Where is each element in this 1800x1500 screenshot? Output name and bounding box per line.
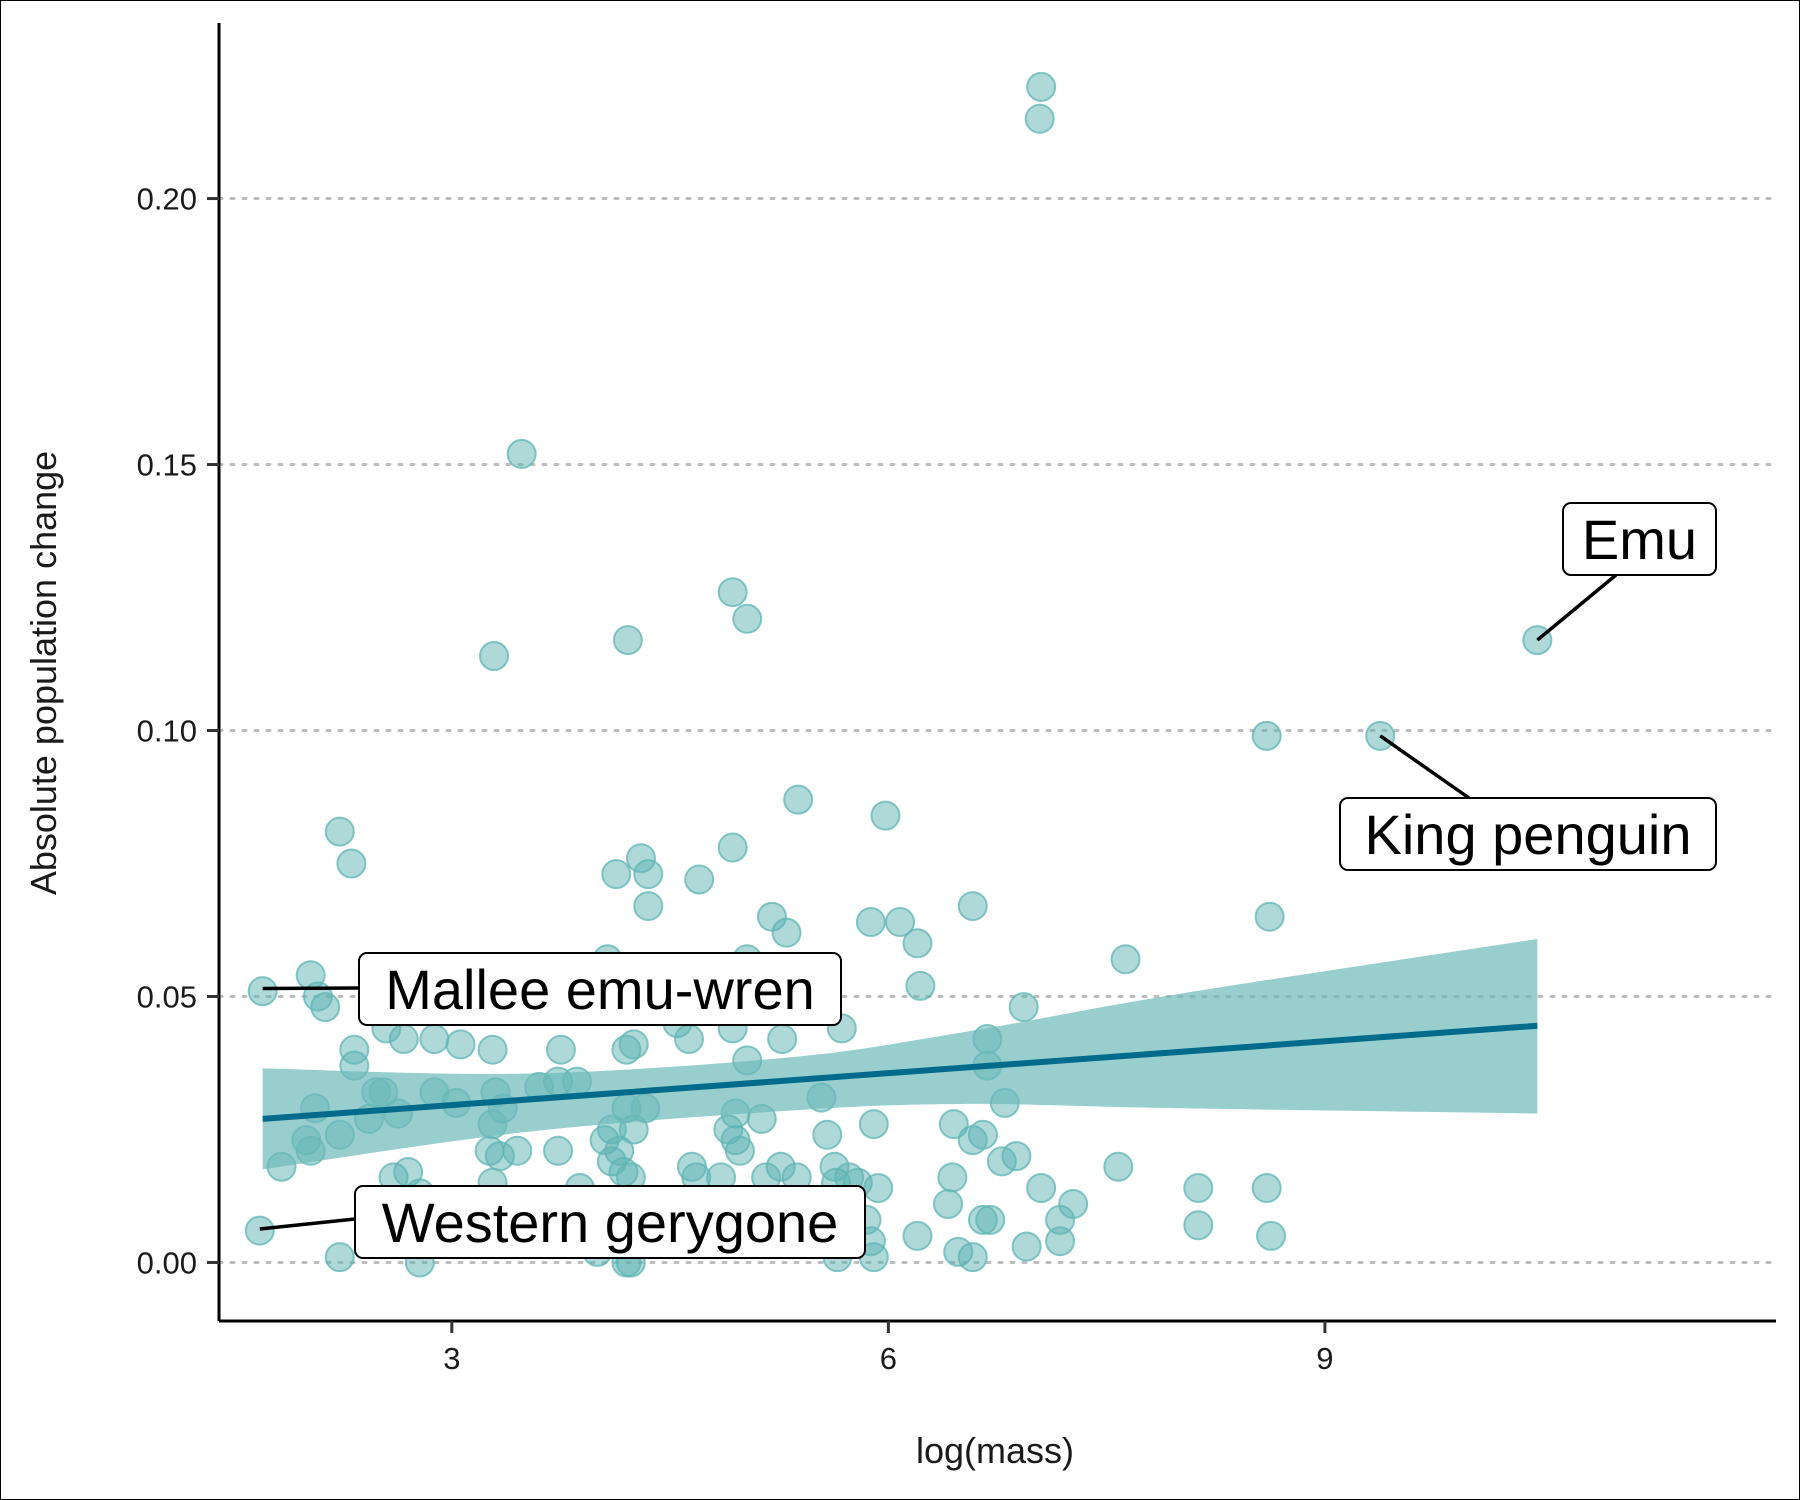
y-tick-label: 0.05 xyxy=(137,980,197,1015)
data-point xyxy=(247,976,278,1007)
annotation-king-penguin: King penguin xyxy=(1339,734,1717,871)
y-axis-title: Absolute population change xyxy=(23,451,64,895)
data-point xyxy=(674,1024,705,1055)
data-point xyxy=(611,1034,642,1065)
confidence-band xyxy=(262,939,1538,1170)
y-tick-label: 0.00 xyxy=(137,1245,197,1280)
data-point xyxy=(543,1135,574,1166)
annotation-label-box xyxy=(1339,797,1717,871)
data-point xyxy=(767,1024,798,1055)
data-point xyxy=(937,1162,968,1193)
data-point xyxy=(1251,1173,1282,1204)
data-point xyxy=(310,992,341,1023)
data-point xyxy=(1183,1210,1214,1241)
annotation-label: Emu xyxy=(1582,508,1697,571)
trend-line xyxy=(262,1022,1538,1122)
data-point xyxy=(1103,1151,1134,1182)
annotation-leader-line xyxy=(262,986,360,991)
data-point xyxy=(783,784,814,815)
data-point xyxy=(324,816,355,847)
data-point xyxy=(1026,1173,1057,1204)
data-point xyxy=(870,800,901,831)
annotation-label: Western gerygone xyxy=(382,1191,839,1254)
data-point xyxy=(1045,1226,1076,1257)
data-point xyxy=(445,1029,476,1060)
annotation-leader-line xyxy=(259,1217,356,1231)
data-point xyxy=(1026,71,1057,102)
y-tick-label: 0.20 xyxy=(137,182,197,217)
data-point xyxy=(957,1125,988,1156)
annotation-western-gerygone: Western gerygone xyxy=(259,1185,866,1259)
data-point xyxy=(336,848,367,879)
data-point xyxy=(388,1024,419,1055)
data-point xyxy=(1024,103,1055,134)
data-point xyxy=(545,1034,576,1065)
annotation-label-box xyxy=(1562,502,1717,576)
data-point xyxy=(986,1146,1017,1177)
data-point xyxy=(477,1034,508,1065)
data-point xyxy=(902,928,933,959)
data-point xyxy=(244,1215,275,1246)
data-point xyxy=(724,1135,755,1166)
data-point xyxy=(771,917,802,948)
annotation-label: Mallee emu-wren xyxy=(385,958,815,1021)
annotation-leader-line xyxy=(1536,573,1618,642)
annotation-label-box xyxy=(358,952,842,1026)
confidence-band-layer xyxy=(262,939,1538,1170)
x-tick-label: 6 xyxy=(880,1341,897,1376)
axes xyxy=(217,23,1776,1323)
data-point xyxy=(684,864,715,895)
data-point xyxy=(1110,944,1141,975)
data-point xyxy=(506,438,537,469)
data-point xyxy=(855,907,886,938)
annotation-mallee-emu-wren: Mallee emu-wren xyxy=(262,952,842,1026)
data-point xyxy=(905,970,936,1001)
annotation-label: King penguin xyxy=(1365,803,1692,866)
data-point xyxy=(479,641,510,672)
data-point xyxy=(732,603,763,634)
annotation-leader-line xyxy=(1379,734,1471,800)
annotation-emu: Emu xyxy=(1536,502,1717,642)
data-point xyxy=(633,891,664,922)
data-point xyxy=(885,907,916,938)
data-point xyxy=(1251,720,1282,751)
data-point xyxy=(484,1141,515,1172)
data-point xyxy=(858,1109,889,1140)
data-point xyxy=(601,859,632,890)
y-tick-label: 0.10 xyxy=(137,714,197,749)
data-point xyxy=(975,1204,1006,1235)
data-point xyxy=(957,891,988,922)
x-tick-label: 9 xyxy=(1316,1341,1333,1376)
data-point xyxy=(1254,901,1285,932)
data-point xyxy=(957,1242,988,1273)
trend-layer xyxy=(262,1022,1538,1122)
data-point xyxy=(1008,992,1039,1023)
y-tick-label: 0.15 xyxy=(137,448,197,483)
data-point xyxy=(902,1220,933,1251)
data-point xyxy=(612,625,643,656)
annotations: Emu King penguin Mallee emu-wren Western ge… xyxy=(259,502,1717,1259)
data-point xyxy=(933,1188,964,1219)
data-point xyxy=(863,1173,894,1204)
data-point xyxy=(1011,1231,1042,1262)
tick-labels: 0.00 0.05 0.10 0.15 0.20 3 6 9 xyxy=(137,182,1334,1376)
x-tick-label: 3 xyxy=(443,1341,460,1376)
data-point xyxy=(717,832,748,863)
x-axis-title: log(mass) xyxy=(916,1430,1074,1471)
data-point xyxy=(419,1024,450,1055)
data-point xyxy=(717,577,748,608)
data-point xyxy=(633,859,664,890)
data-point xyxy=(1256,1220,1287,1251)
data-point xyxy=(1183,1173,1214,1204)
data-point xyxy=(324,1242,355,1273)
data-point xyxy=(812,1119,843,1150)
annotation-label-box xyxy=(354,1185,866,1259)
